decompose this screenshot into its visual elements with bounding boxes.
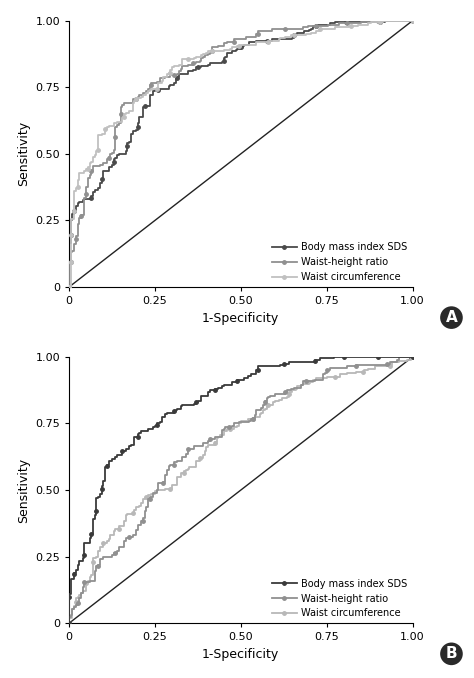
Text: A: A xyxy=(446,310,457,325)
Waist-height ratio xyxy=(396,353,401,361)
Waist circumference xyxy=(408,353,414,361)
Body mass index SDS xyxy=(66,619,72,627)
Body mass index SDS xyxy=(171,409,177,417)
Line: Body mass index SDS: Body mass index SDS xyxy=(67,19,414,289)
Waist-height ratio xyxy=(246,33,252,41)
X-axis label: 1-Specificity: 1-Specificity xyxy=(202,312,279,325)
Waist circumference xyxy=(90,569,96,577)
Body mass index SDS xyxy=(248,370,254,378)
Waist-height ratio xyxy=(75,220,81,228)
Waist-height ratio xyxy=(274,390,280,398)
Waist circumference xyxy=(106,122,111,130)
Line: Body mass index SDS: Body mass index SDS xyxy=(67,355,414,625)
Waist circumference xyxy=(149,492,155,500)
Legend: Body mass index SDS, Waist-height ratio, Waist circumference: Body mass index SDS, Waist-height ratio,… xyxy=(272,579,408,618)
Line: Waist-height ratio: Waist-height ratio xyxy=(67,19,414,289)
Waist-height ratio xyxy=(186,445,192,453)
Waist circumference xyxy=(66,619,72,627)
Waist circumference xyxy=(199,454,204,462)
Waist circumference xyxy=(279,394,285,402)
Body mass index SDS xyxy=(66,283,72,291)
Legend: Body mass index SDS, Waist-height ratio, Waist circumference: Body mass index SDS, Waist-height ratio,… xyxy=(272,243,408,282)
Body mass index SDS xyxy=(106,458,111,466)
Waist-height ratio xyxy=(410,16,415,24)
Waist-height ratio xyxy=(92,570,98,578)
Line: Waist circumference: Waist circumference xyxy=(67,355,414,625)
Waist-height ratio xyxy=(149,79,155,87)
Waist-height ratio xyxy=(410,353,415,361)
X-axis label: 1-Specificity: 1-Specificity xyxy=(202,648,279,661)
Body mass index SDS xyxy=(254,38,259,46)
Waist circumference xyxy=(381,16,386,24)
Body mass index SDS xyxy=(410,16,415,24)
Waist-height ratio xyxy=(169,71,175,79)
Waist-height ratio xyxy=(245,418,250,426)
Y-axis label: Sensitivity: Sensitivity xyxy=(17,121,30,186)
Waist circumference xyxy=(243,417,249,425)
Body mass index SDS xyxy=(205,387,211,395)
Waist-height ratio xyxy=(112,127,118,136)
Waist circumference xyxy=(204,50,210,58)
Waist-height ratio xyxy=(207,437,213,445)
Line: Waist-height ratio: Waist-height ratio xyxy=(67,355,414,625)
Waist circumference xyxy=(410,353,415,361)
Body mass index SDS xyxy=(216,59,221,67)
Body mass index SDS xyxy=(126,138,132,146)
Body mass index SDS xyxy=(410,353,415,361)
Y-axis label: Sensitivity: Sensitivity xyxy=(17,458,30,523)
Line: Waist circumference: Waist circumference xyxy=(67,19,414,289)
Waist-height ratio xyxy=(150,493,156,501)
Waist circumference xyxy=(254,38,259,46)
Body mass index SDS xyxy=(154,420,159,428)
Waist circumference xyxy=(410,16,415,24)
Body mass index SDS xyxy=(70,216,75,224)
Waist circumference xyxy=(212,441,218,449)
Waist circumference xyxy=(166,68,172,77)
Body mass index SDS xyxy=(382,16,388,24)
Waist circumference xyxy=(155,85,161,93)
Text: B: B xyxy=(446,646,457,661)
Body mass index SDS xyxy=(155,85,161,93)
Body mass index SDS xyxy=(174,75,180,83)
Waist circumference xyxy=(68,215,73,223)
Waist circumference xyxy=(66,283,72,291)
Waist-height ratio xyxy=(374,16,379,24)
Body mass index SDS xyxy=(76,558,82,566)
Body mass index SDS xyxy=(331,353,337,361)
Waist-height ratio xyxy=(66,619,72,627)
Waist-height ratio xyxy=(205,52,211,60)
Waist-height ratio xyxy=(66,283,72,291)
